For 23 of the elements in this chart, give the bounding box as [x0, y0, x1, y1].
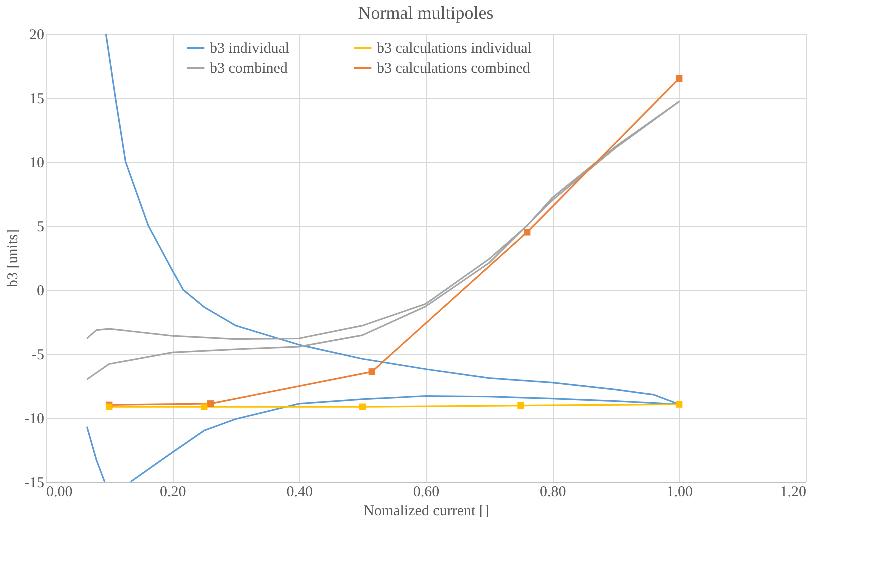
legend-label: b3 combined	[210, 61, 288, 77]
x-tick-label: 0.40	[286, 484, 313, 500]
x-tick-label: 0.20	[160, 484, 186, 500]
legend-label: b3 individual	[210, 41, 290, 57]
chart-title: Normal multipoles	[358, 3, 494, 23]
y-tick-label: 5	[37, 220, 44, 236]
line-series	[86, 101, 680, 380]
y-tick-label: 0	[37, 284, 44, 300]
x-tick-label: 0.00	[46, 484, 73, 500]
y-tick-label: -10	[24, 412, 44, 428]
legend-label: b3 calculations combined	[377, 61, 531, 77]
y-tick-label: -15	[24, 476, 44, 492]
x-tick-label: 1.20	[780, 484, 806, 500]
x-tick-label: 1.00	[666, 484, 693, 500]
y-tick-label: 10	[30, 156, 44, 172]
y-tick-label: 15	[30, 92, 44, 108]
y-tick-label: 20	[30, 28, 44, 44]
x-tick-label: 0.80	[540, 484, 566, 500]
y-tick-label: -5	[32, 348, 44, 364]
x-tick-label: 0.60	[413, 484, 440, 500]
legend-label: b3 calculations individual	[377, 41, 532, 57]
y-axis-title: b3 [units]	[6, 230, 22, 288]
x-axis-title: Nomalized current []	[364, 504, 490, 520]
